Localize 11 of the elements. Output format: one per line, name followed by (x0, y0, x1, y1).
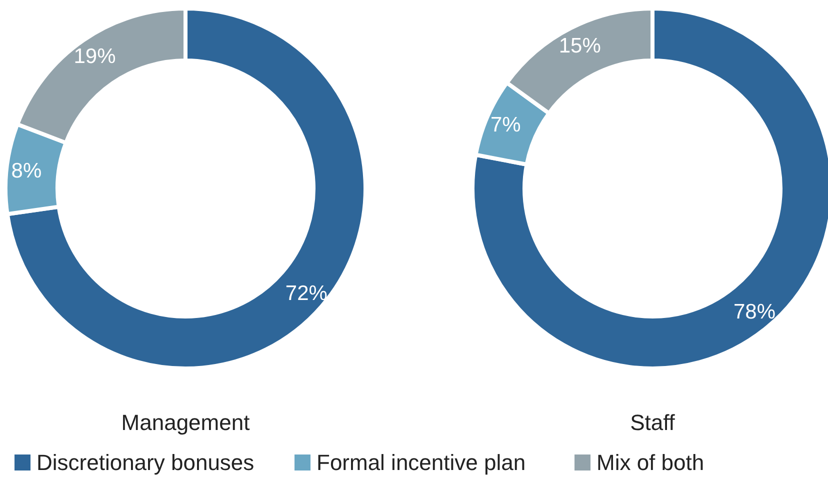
data-label: 72% (285, 282, 328, 305)
data-label: 78% (733, 300, 776, 324)
text: Staff (630, 410, 676, 435)
data-label: 7% (490, 113, 521, 136)
data-label: 19% (74, 45, 116, 68)
legend-label: Formal incentive plan (316, 450, 526, 475)
legend-label: Discretionary bonuses (36, 450, 254, 475)
data-label: 8% (11, 159, 42, 182)
text: Management (121, 410, 250, 435)
legend-label: Mix of both (596, 450, 704, 475)
data-label: 15% (558, 34, 601, 58)
